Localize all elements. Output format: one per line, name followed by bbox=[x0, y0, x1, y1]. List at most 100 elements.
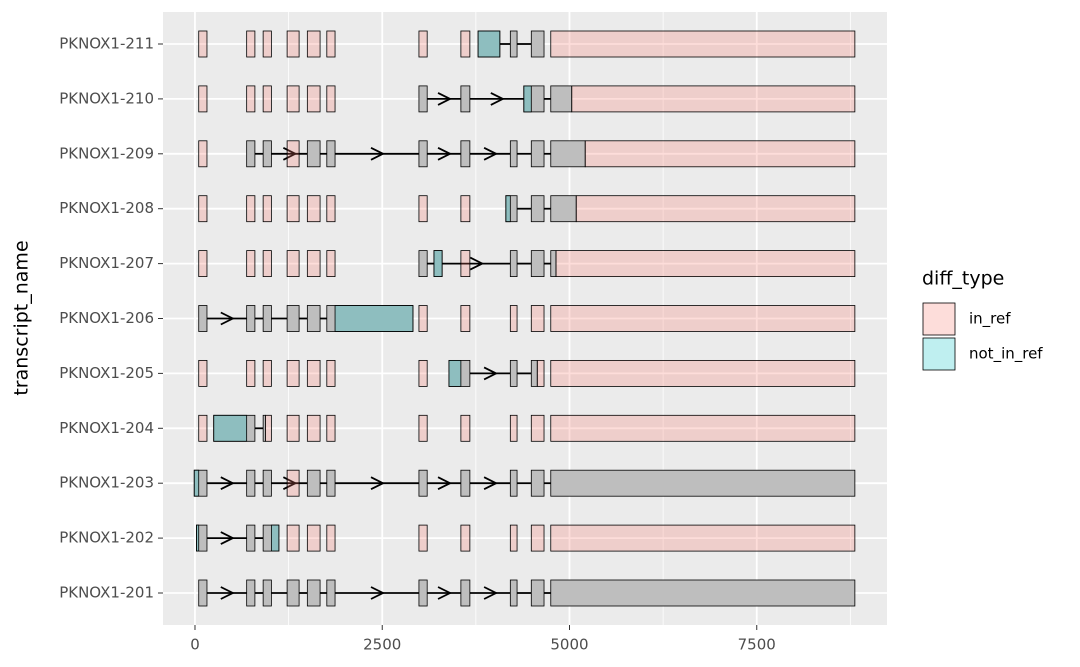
strand-arrow bbox=[220, 586, 235, 600]
y-tick-label: PKNOX1-208 bbox=[59, 199, 154, 217]
exon bbox=[509, 250, 518, 278]
strand-arrow bbox=[483, 586, 499, 600]
in-ref-region bbox=[198, 140, 208, 168]
in-ref-region bbox=[198, 195, 208, 223]
in-ref-region bbox=[306, 30, 321, 58]
in-ref-region bbox=[509, 305, 518, 332]
exon bbox=[306, 140, 321, 168]
exon bbox=[246, 305, 256, 332]
exon bbox=[509, 30, 518, 58]
y-tick-label: PKNOX1-205 bbox=[59, 364, 154, 382]
in-ref-region bbox=[198, 30, 208, 58]
exon bbox=[550, 140, 586, 168]
exon bbox=[418, 250, 428, 278]
exon bbox=[530, 579, 545, 607]
y-tick-label: PKNOX1-202 bbox=[59, 529, 154, 547]
exon bbox=[509, 359, 518, 387]
y-tick-label: PKNOX1-210 bbox=[59, 89, 154, 107]
in-ref-region bbox=[198, 414, 208, 442]
exon bbox=[246, 140, 256, 168]
legend-label: in_ref bbox=[969, 310, 1011, 329]
in-ref-region bbox=[326, 30, 336, 58]
in-ref-region bbox=[246, 85, 256, 113]
in-ref-region bbox=[286, 250, 300, 278]
in-ref-region bbox=[530, 524, 545, 552]
in-ref-region bbox=[246, 250, 256, 278]
strand-arrow bbox=[483, 366, 499, 381]
in-ref-region bbox=[306, 195, 321, 223]
exon bbox=[530, 359, 538, 387]
in-ref-region bbox=[530, 414, 545, 442]
x-tick-label: 7500 bbox=[738, 636, 776, 654]
not-in-ref-region bbox=[523, 85, 532, 113]
in-ref-region bbox=[306, 524, 321, 552]
in-ref-region bbox=[286, 469, 300, 497]
strand-arrow bbox=[370, 476, 386, 491]
in-ref-region bbox=[555, 250, 856, 278]
strand-arrow bbox=[437, 476, 453, 491]
exon bbox=[530, 469, 545, 497]
strand-arrow bbox=[220, 531, 235, 545]
exon bbox=[213, 414, 256, 442]
in-ref-region bbox=[550, 30, 856, 58]
y-tick-label: PKNOX1-204 bbox=[59, 419, 154, 437]
strand-arrow bbox=[220, 476, 235, 491]
exon bbox=[509, 469, 518, 497]
legend-key bbox=[922, 337, 956, 371]
not-in-ref-region bbox=[448, 359, 462, 387]
exon bbox=[246, 469, 256, 497]
in-ref-region bbox=[460, 30, 471, 58]
not-in-ref-region bbox=[193, 469, 200, 497]
in-ref-region bbox=[536, 359, 545, 387]
exon bbox=[262, 305, 272, 332]
x-tick-label: 2500 bbox=[363, 636, 401, 654]
exon bbox=[326, 579, 336, 607]
strand-arrow bbox=[220, 311, 235, 326]
in-ref-region bbox=[306, 250, 321, 278]
exon bbox=[550, 250, 557, 278]
in-ref-region bbox=[198, 359, 208, 387]
in-ref-region bbox=[262, 250, 272, 278]
not-in-ref-region bbox=[270, 524, 280, 552]
y-tick-label: PKNOX1-206 bbox=[59, 309, 154, 327]
exon bbox=[306, 579, 321, 607]
exon bbox=[306, 469, 321, 497]
exon bbox=[286, 579, 300, 607]
strand-arrow bbox=[370, 586, 386, 600]
in-ref-region bbox=[286, 524, 300, 552]
in-ref-region bbox=[584, 140, 856, 168]
legend-key-bg bbox=[922, 302, 956, 336]
in-ref-region bbox=[550, 359, 856, 387]
in-ref-region bbox=[198, 250, 208, 278]
legend-key-bg bbox=[922, 337, 956, 371]
exon bbox=[418, 579, 428, 607]
exon bbox=[326, 469, 336, 497]
exon bbox=[418, 469, 428, 497]
exon bbox=[530, 30, 545, 58]
in-ref-region bbox=[550, 414, 856, 442]
in-ref-region bbox=[262, 359, 272, 387]
in-ref-region bbox=[262, 85, 272, 113]
in-ref-region bbox=[306, 85, 321, 113]
strand-arrow bbox=[483, 146, 499, 161]
in-ref-region bbox=[460, 524, 471, 552]
exon bbox=[286, 305, 300, 332]
exon bbox=[246, 579, 256, 607]
in-ref-region bbox=[262, 195, 272, 223]
in-ref-region bbox=[418, 195, 428, 223]
exon bbox=[460, 579, 471, 607]
legend-label: not_in_ref bbox=[969, 345, 1043, 364]
in-ref-region bbox=[246, 195, 256, 223]
exon bbox=[262, 579, 272, 607]
exon bbox=[550, 195, 577, 223]
exon bbox=[509, 579, 518, 607]
in-ref-region bbox=[326, 85, 336, 113]
exon bbox=[418, 85, 428, 113]
in-ref-region bbox=[306, 359, 321, 387]
in-ref-region bbox=[326, 524, 336, 552]
exon bbox=[550, 469, 856, 497]
y-tick-label: PKNOX1-201 bbox=[59, 584, 154, 602]
exon bbox=[550, 85, 573, 113]
in-ref-region bbox=[286, 414, 300, 442]
